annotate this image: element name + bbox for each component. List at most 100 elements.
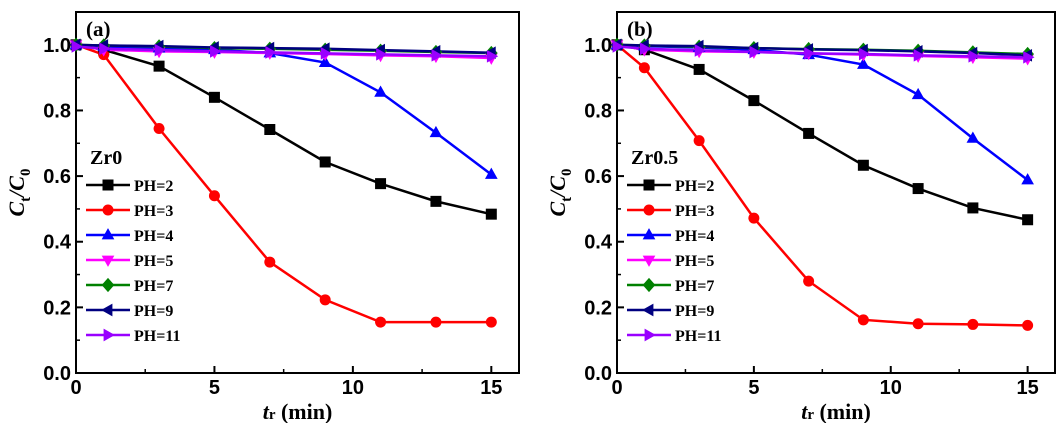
legend-marker (101, 228, 115, 240)
data-point-PH=4 (429, 125, 443, 138)
data-point-PH=11 (210, 45, 222, 58)
x-tick-label: 10 (342, 377, 364, 399)
data-point-PH=3 (153, 123, 165, 135)
legend-label: PH=5 (134, 253, 173, 270)
data-point-PH=3 (803, 275, 815, 287)
data-point-PH=2 (430, 195, 442, 207)
y-tick-label: 0.4 (43, 232, 72, 254)
data-point-PH=2 (1022, 214, 1034, 226)
x-tick-label: 5 (748, 377, 759, 399)
y-tick-label: 0.0 (43, 363, 71, 385)
data-point-PH=11 (431, 48, 443, 62)
legend-label: PH=11 (675, 328, 721, 345)
data-point-PH=2 (375, 178, 387, 190)
legend-label: PH=5 (675, 253, 714, 270)
legend-label: PH=11 (134, 328, 180, 345)
data-point-PH=3 (1022, 319, 1034, 331)
legend-label: PH=3 (134, 203, 173, 220)
y-tick-label: 0.6 (43, 166, 71, 188)
y-axis-title: Ct/C0 (545, 169, 575, 217)
y-tick-label: 1.0 (584, 35, 612, 57)
data-point-PH=3 (430, 316, 442, 328)
x-tick-label: 15 (480, 377, 502, 399)
data-point-PH=2 (264, 123, 276, 135)
data-point-PH=11 (612, 40, 624, 53)
y-tick-label: 0.8 (43, 100, 71, 122)
y-axis-title: Ct/C0 (4, 169, 34, 217)
series-line-PH=4 (75, 43, 493, 176)
legend-label: PH=3 (675, 203, 714, 220)
data-point-PH=11 (265, 46, 277, 59)
legend-marker (101, 303, 113, 317)
legend-label: PH=7 (134, 278, 173, 295)
x-tick-label: 10 (880, 377, 902, 399)
legend-marker (642, 277, 656, 293)
plot-frame (75, 11, 520, 374)
data-point-PH=3 (967, 318, 979, 330)
legend-label: PH=7 (675, 278, 714, 295)
x-tick-label: 0 (70, 377, 81, 399)
legend-marker (643, 204, 655, 216)
legend-label: PH=9 (675, 303, 714, 320)
data-point-PH=11 (376, 48, 388, 61)
data-point-PH=4 (318, 55, 332, 67)
legend-label: PH=4 (675, 228, 714, 245)
legend-marker (644, 328, 656, 342)
data-point-PH=2 (803, 127, 815, 139)
data-point-PH=11 (913, 48, 925, 62)
data-point-PH=2 (967, 202, 979, 214)
y-tick-label: 0.2 (584, 297, 612, 319)
legend-marker (643, 179, 655, 191)
data-point-PH=2 (485, 208, 497, 220)
data-point-PH=3 (485, 316, 497, 328)
x-axis-title: tr (min) (263, 399, 333, 423)
data-point-PH=3 (748, 212, 760, 224)
panel-label: (b) (627, 17, 653, 41)
y-tick-label: 1.0 (43, 35, 71, 57)
legend-label: PH=4 (134, 228, 173, 245)
data-point-PH=11 (804, 47, 816, 60)
x-tick-label: 5 (209, 377, 220, 399)
data-point-PH=3 (638, 62, 650, 74)
legend-marker (642, 303, 654, 317)
data-point-PH=11 (486, 49, 499, 63)
data-point-PH=2 (153, 60, 165, 72)
data-point-PH=4 (484, 167, 498, 179)
data-point-PH=3 (319, 294, 331, 306)
data-point-PH=11 (1023, 50, 1035, 64)
data-point-PH=11 (71, 40, 83, 53)
x-axis-title: tr (min) (801, 399, 871, 423)
y-tick-label: 0.6 (584, 166, 612, 188)
data-point-PH=11 (99, 42, 111, 56)
chart-panel-1: 0 5 10 15 0.0 0.2 0.4 0.6 0.8 1.0 tr (min) Ct/C0 (b)… (545, 11, 1056, 423)
panel-label: (a) (86, 17, 111, 41)
data-point-PH=11 (968, 49, 980, 63)
y-tick-label: 0.8 (584, 100, 612, 122)
legend-marker (101, 255, 115, 267)
data-point-PH=11 (858, 47, 871, 61)
legend-marker (642, 255, 656, 267)
data-point-PH=3 (208, 190, 220, 202)
legend-label: PH=2 (675, 178, 714, 195)
legend-marker (642, 228, 656, 240)
y-tick-label: 0.4 (584, 232, 613, 254)
plot-frame (616, 11, 1056, 374)
data-point-PH=3 (264, 256, 276, 268)
data-point-PH=2 (319, 156, 331, 168)
data-point-PH=11 (749, 45, 761, 59)
y-tick-label: 0.2 (43, 297, 71, 319)
data-point-PH=3 (857, 314, 869, 326)
data-point-PH=11 (639, 42, 652, 56)
legend-title: Zr0.5 (631, 147, 678, 169)
data-point-PH=2 (912, 183, 924, 195)
data-point-PH=4 (966, 131, 980, 143)
data-point-PH=3 (912, 318, 924, 330)
data-point-PH=2 (208, 91, 220, 103)
data-point-PH=3 (375, 316, 387, 328)
data-point-PH=2 (857, 159, 869, 171)
legend-marker (102, 179, 114, 191)
data-point-PH=4 (374, 85, 387, 97)
legend-marker (101, 277, 115, 293)
data-point-PH=11 (154, 43, 166, 57)
